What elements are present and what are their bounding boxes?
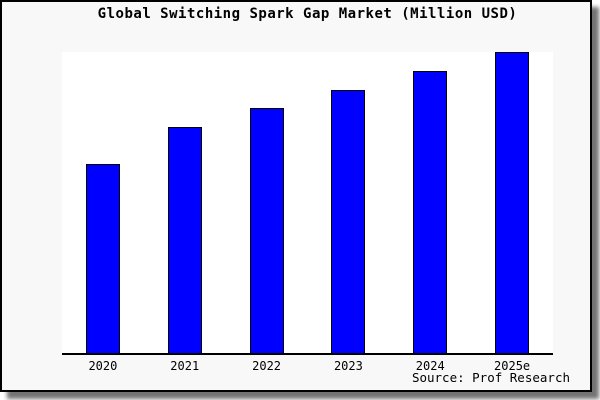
bar-2025e	[495, 52, 530, 353]
x-tick-label-2020: 2020	[88, 359, 118, 373]
x-tick-label-2023: 2023	[333, 359, 363, 373]
bar-2020	[85, 164, 120, 353]
bar-2024	[413, 71, 448, 353]
x-tick-label-2024: 2024	[415, 359, 445, 373]
bar-2022	[249, 108, 284, 353]
chart-panel: Global Switching Spark Gap Market (Milli…	[0, 0, 592, 392]
bar-2023	[331, 90, 366, 353]
x-tick-label-2022: 2022	[252, 359, 282, 373]
plot-area	[62, 52, 553, 355]
chart-title: Global Switching Spark Gap Market (Milli…	[97, 6, 518, 22]
x-tick-label-2025e: 2025e	[494, 359, 531, 373]
x-tick-label-2021: 2021	[170, 359, 200, 373]
bar-2021	[167, 127, 202, 353]
source-note: Source: Prof Research	[411, 370, 570, 385]
